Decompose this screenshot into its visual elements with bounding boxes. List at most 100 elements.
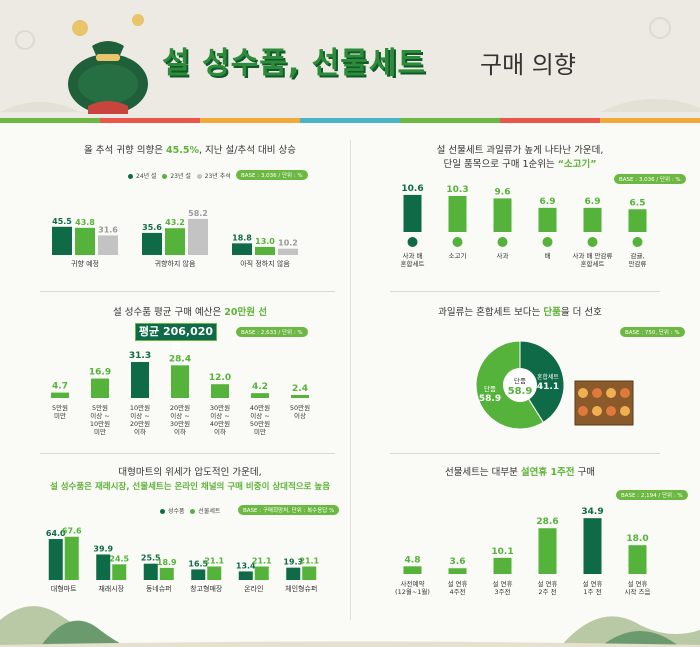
category-label: 대형마트 <box>51 584 77 593</box>
fruit-icon <box>578 406 588 416</box>
category-label: 30만원 <box>170 419 190 428</box>
bar-value-label: 18.0 <box>626 534 648 544</box>
bar <box>291 395 309 398</box>
category-label: 이상 ~ <box>90 411 109 420</box>
pie-slice-label: 단품 <box>484 384 496 393</box>
category-label: 미만 <box>254 427 266 436</box>
fruit-icon <box>592 406 602 416</box>
category-label: 시작 즈음 <box>625 587 651 596</box>
bar-value-label: 25.5 <box>141 554 161 563</box>
stripe-segment <box>100 118 201 123</box>
pie-slice-label: 혼합세트 <box>537 373 560 381</box>
sec2-title: 설 선물세트 과일류가 높게 나타난 가운데, 단일 품목으로 구매 1순위는 “… <box>436 145 604 170</box>
row-divider-right-2 <box>390 453 660 454</box>
category-label: 5만원 <box>92 403 108 412</box>
stripe-segment <box>500 118 601 123</box>
category-label: 이상 ~ <box>170 411 189 420</box>
page-title: 설 성수품, 선물세트 <box>162 46 427 81</box>
category-label: 설 연휴 <box>537 580 557 588</box>
bar <box>51 392 69 398</box>
stripe-segment <box>0 118 101 123</box>
bar-value-label: 34.9 <box>581 507 603 517</box>
sec5-base-badge: BASE : 구매희망처, 단위 : 복수응답 % <box>238 505 340 515</box>
bar <box>493 198 512 232</box>
category-label: 30만원 <box>210 403 230 412</box>
bar-value-label: 16.9 <box>89 368 111 378</box>
bar <box>538 207 557 232</box>
category-label: 미만 <box>94 427 106 436</box>
bar <box>48 539 63 580</box>
bar <box>403 566 422 574</box>
bar <box>142 232 162 255</box>
bar-value-label: 58.2 <box>188 209 208 218</box>
bar-value-label: 21.1 <box>299 556 319 565</box>
bar-value-label: 18.9 <box>157 558 177 567</box>
category-label: 사과 배 만감류 <box>572 251 612 260</box>
bar-value-label: 4.7 <box>52 382 68 392</box>
bar <box>448 568 467 574</box>
bar-value-label: 10.3 <box>446 185 468 195</box>
category-label: 설 연휴 <box>447 580 467 588</box>
sec5-title: 대형마트의 위세가 압도적인 가운데, 설 성수품은 재래시장, 선물세트는 온라… <box>49 467 331 492</box>
gift-box-icon <box>574 380 634 426</box>
fruit-icon <box>592 388 602 398</box>
bar-value-label: 4.8 <box>405 555 421 565</box>
bar <box>255 246 275 255</box>
category-label: 아직 정하지 않음 <box>240 259 290 268</box>
bar <box>232 243 252 255</box>
sec3-title: 설 성수품 평균 구매 예산은 20만원 선 <box>113 307 267 318</box>
fruit-icon <box>542 237 553 247</box>
bar-value-label: 4.2 <box>252 382 268 392</box>
category-label: 귀향 예정 <box>71 259 99 268</box>
category-label: 사과 배 <box>402 251 422 260</box>
row-divider-left-1 <box>40 291 335 292</box>
category-label: 체인형슈퍼 <box>285 584 317 593</box>
category-label: 5만원 <box>52 403 68 412</box>
category-label: 20만원 <box>170 403 190 412</box>
bar-value-label: 18.8 <box>232 233 252 242</box>
bar <box>583 518 602 574</box>
category-label: 만감류 <box>629 259 647 268</box>
category-label: 귀향하지 않음 <box>155 259 196 268</box>
average-budget-badge: 평균 206,020원 <box>135 323 217 354</box>
category-label: 10만원 <box>130 403 150 412</box>
bar-value-label: 21.1 <box>252 556 272 565</box>
sec4-base-badge: BASE : 750, 단위 : % <box>620 327 685 337</box>
stripe-segment <box>400 118 501 123</box>
chart-purchase-channel: 64.0 39.9 25.5 16.5 13.4 19.3 67.6 24.5 18.9 21.1… <box>46 527 320 593</box>
bar <box>211 384 229 398</box>
bar-value-label: 6.9 <box>585 197 601 207</box>
category-label: 설 연휴 <box>627 580 647 588</box>
bar-value-label: 67.6 <box>62 527 82 536</box>
category-label: 감귤, <box>630 252 644 260</box>
bar <box>254 566 269 580</box>
bar-value-label: 10.2 <box>278 239 298 248</box>
bar <box>131 362 149 398</box>
bar <box>628 209 647 232</box>
fruit-icon <box>620 388 630 398</box>
center-divider <box>350 140 351 620</box>
category-label: 20만원 <box>130 419 150 428</box>
bar <box>207 566 222 580</box>
category-label: 50만원 <box>250 419 270 428</box>
bar-value-label: 31.6 <box>98 225 118 234</box>
sec5-legend: 성수품 선물세트 <box>160 506 220 515</box>
category-label: 온라인 <box>244 584 263 593</box>
category-label: 동네슈퍼 <box>146 584 172 593</box>
fruit-icon <box>632 237 643 247</box>
bar <box>302 566 317 580</box>
bar-value-label: 28.6 <box>536 517 558 527</box>
bar-value-label: 10.6 <box>401 184 423 194</box>
bar <box>278 248 298 255</box>
bar <box>188 218 208 255</box>
bar <box>112 564 127 580</box>
chart-hometown-intent: 45.5 35.6 18.8 43.8 43.2 13.0 31.6 58.2 10.2 귀향 예… <box>52 209 298 268</box>
bar <box>628 545 647 574</box>
bar-value-label: 24.5 <box>109 554 129 563</box>
pie-slice <box>519 340 565 423</box>
bar-value-label: 13.4 <box>236 561 256 570</box>
category-label: 설 연휴 <box>582 580 602 588</box>
bar <box>165 228 185 255</box>
